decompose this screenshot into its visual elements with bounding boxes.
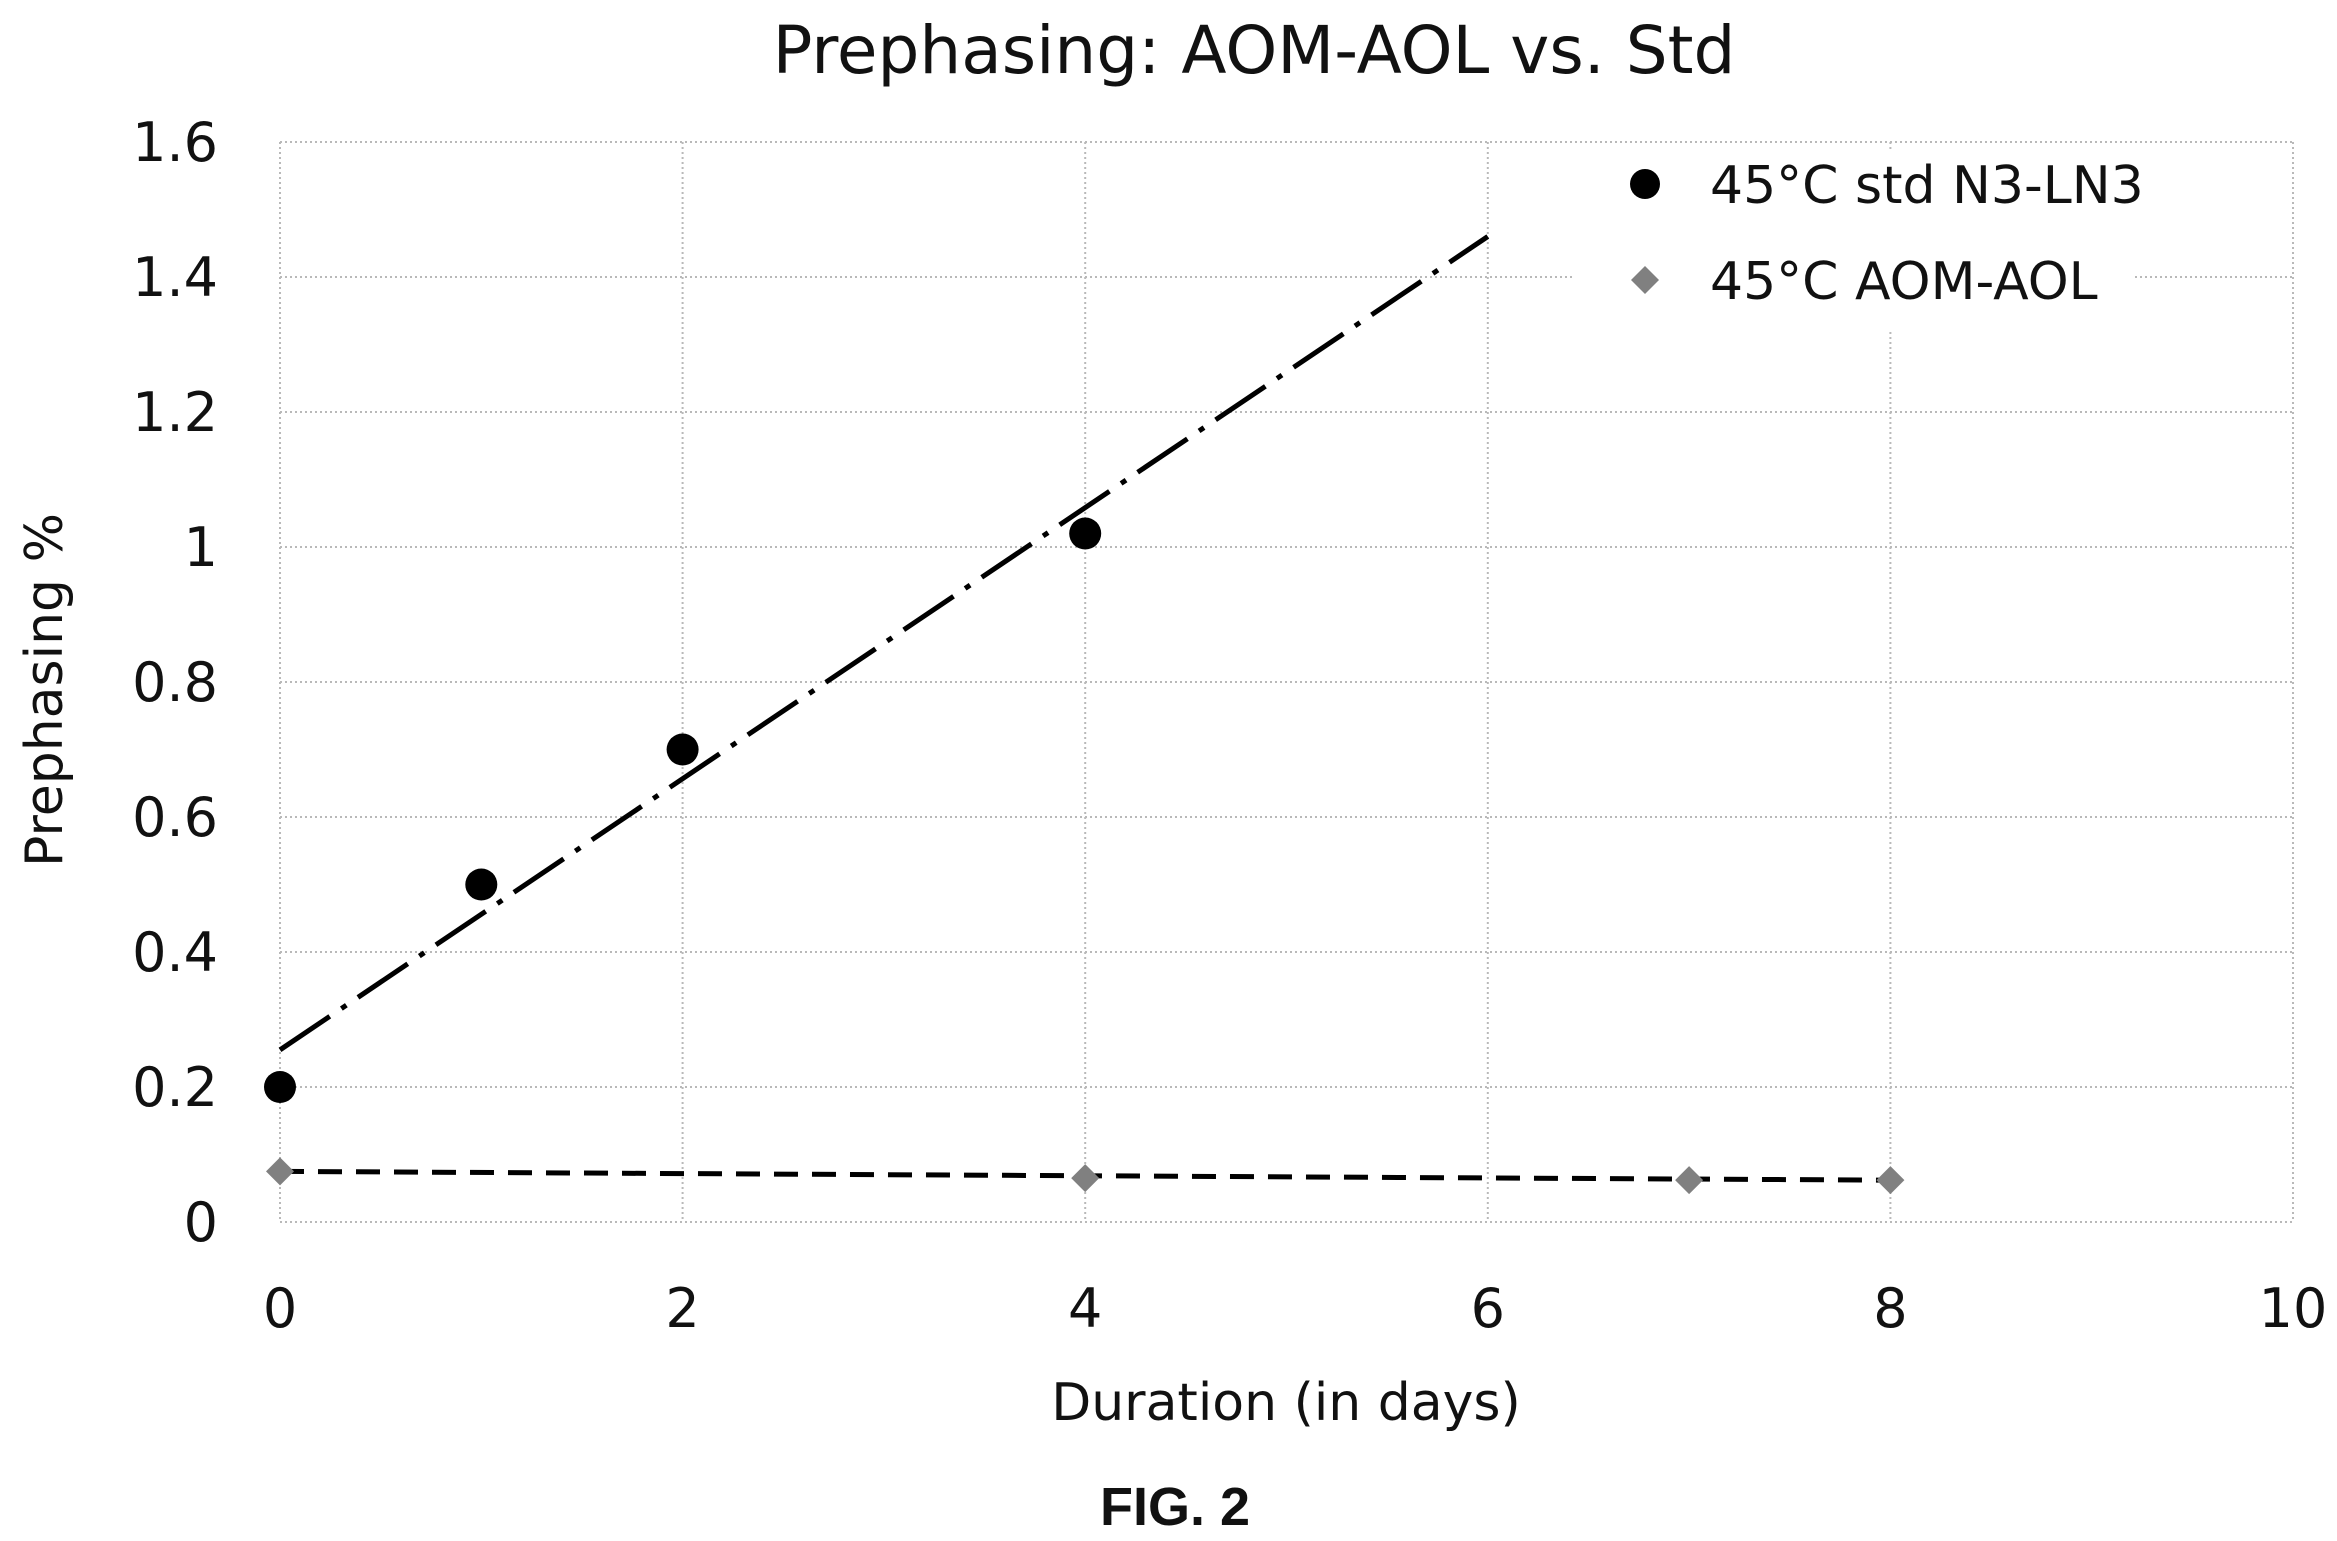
x-tick-label: 10: [2259, 1277, 2328, 1340]
data-point-series-0: [465, 868, 498, 901]
y-tick-label: 0.2: [132, 1056, 218, 1119]
legend-label-aom-aol: 45°C AOM-AOL: [1710, 252, 2098, 312]
legend: 45°C std N3-LN3 45°C AOM-AOL: [1575, 150, 2144, 330]
legend-marker-aom-aol: [1631, 266, 1659, 294]
y-tick-label: 1: [184, 516, 218, 579]
y-axis-ticks: 0 0.2 0.4 0.6 0.8 1 1.2 1.4 1.6: [132, 111, 218, 1254]
figure-caption: FIG. 2: [1100, 1477, 1250, 1537]
y-tick-label: 0.6: [132, 786, 218, 849]
x-tick-label: 4: [1068, 1277, 1102, 1340]
x-tick-label: 8: [1873, 1277, 1907, 1340]
x-tick-label: 0: [263, 1277, 297, 1340]
x-axis-title: Duration (in days): [1051, 1373, 1521, 1433]
data-point-series-0: [264, 1071, 296, 1103]
trendline-series-0: [278, 234, 1490, 1052]
y-tick-label: 0.8: [132, 651, 218, 714]
x-tick-label: 6: [1471, 1277, 1505, 1340]
data-point-series-1: [266, 1157, 294, 1186]
legend-marker-std-n3-ln3: [1630, 169, 1660, 199]
data-point-series-1: [1071, 1164, 1100, 1193]
x-axis-ticks: 0 2 4 6 8 10: [263, 1277, 2328, 1340]
legend-background: [1575, 150, 2135, 330]
data-point-series-0: [1069, 517, 1102, 550]
y-tick-label: 0.4: [132, 921, 218, 984]
y-tick-label: 0: [184, 1191, 218, 1254]
data-point-series-0: [666, 733, 699, 766]
chart-title: Prephasing: AOM-AOL vs. Std: [773, 12, 1736, 89]
y-tick-label: 1.6: [132, 111, 218, 174]
y-tick-label: 1.2: [132, 381, 218, 444]
legend-label-std-n3-ln3: 45°C std N3-LN3: [1710, 156, 2144, 216]
data-point-series-1: [1876, 1166, 1905, 1195]
y-tick-label: 1.4: [132, 246, 218, 309]
x-tick-label: 2: [665, 1277, 699, 1340]
data-points: [264, 517, 1905, 1195]
data-point-series-1: [1675, 1166, 1704, 1195]
y-axis-title: Prephasing %: [15, 513, 75, 867]
